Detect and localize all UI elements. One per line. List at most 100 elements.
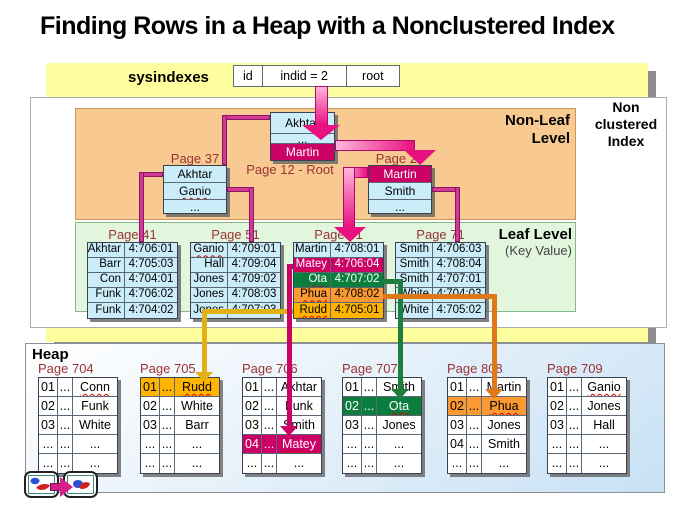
table-cell: 04 xyxy=(243,435,262,453)
table-row: ......... xyxy=(141,454,219,473)
table-cell: ... xyxy=(58,416,73,434)
table-cell: ... xyxy=(39,435,58,453)
table-cell: 4:706:01 xyxy=(128,243,174,256)
table-cell: ... xyxy=(567,378,582,396)
table-cell: ... xyxy=(141,454,160,473)
table-cell: Martin xyxy=(383,167,417,181)
table-row: Funk 4:704:02 xyxy=(88,303,177,318)
table-cell: Jones xyxy=(487,417,521,432)
connector-page28-to-page71-v xyxy=(455,187,460,242)
table-cell: 4:704:02 xyxy=(128,303,174,316)
table-cell: 03 xyxy=(548,416,567,434)
table-cell: Conn xyxy=(80,379,110,394)
table-cell: ... xyxy=(191,436,203,451)
pointer-ota-to-page707-h xyxy=(383,279,403,284)
table-cell: Martin xyxy=(294,243,331,257)
non-leaf-level-label: Non-Leaf Level xyxy=(505,112,570,147)
heap-page-706-table: 01... Akhtar 02... Funk 03... Smith 04... Matey… xyxy=(242,377,322,474)
table-cell: ... xyxy=(394,200,405,213)
table-cell: 4:708:03 xyxy=(231,288,277,301)
table-row: 02... Funk xyxy=(243,397,321,416)
table-cell: ... xyxy=(58,454,73,473)
table-cell: ... xyxy=(467,454,482,473)
table-cell: 4:707:02 xyxy=(334,273,380,286)
leaf-page-71-table: Smith 4:706:03 Smith 4:708:04 Smith 4:707:01 W… xyxy=(395,242,486,319)
table-row: 03... White xyxy=(39,416,117,435)
leaf-page-51-table: Ganio 4:709:01 Hall 4:709:04 Jones 4:709:02 Jo… xyxy=(190,242,281,319)
table-cell: 4:709:01 xyxy=(231,243,277,256)
table-cell: 01 xyxy=(39,378,58,396)
table-cell: 03 xyxy=(39,416,58,434)
arrow-sysindexes-to-root-head xyxy=(302,125,340,140)
table-cell: ... xyxy=(160,378,175,396)
table-cell: ... xyxy=(498,456,510,471)
table-cell: ... xyxy=(262,378,277,396)
leaf-page-41-table: Akhtar 4:706:01 Barr 4:705:03 Con 4:704:01 Fun… xyxy=(87,242,178,319)
table-row: Martin xyxy=(271,144,334,160)
table-cell: 02 xyxy=(448,397,467,415)
table-cell: ... xyxy=(567,454,582,473)
table-row: ......... xyxy=(243,454,321,473)
table-cell: Funk xyxy=(81,398,109,413)
table-cell: ... xyxy=(362,397,377,415)
table-cell: ... xyxy=(343,454,362,473)
table-cell: Con xyxy=(88,273,125,287)
connector-page37-to-page41-v xyxy=(139,172,144,242)
heap-page-704-table: 01... Conn 02... Funk 03... White............… xyxy=(38,377,118,474)
animation-step-button-2[interactable] xyxy=(63,471,98,498)
arrow-page28-to-page61-band-v xyxy=(343,167,355,228)
table-cell: Smith xyxy=(396,273,433,287)
pointer-matey-to-page706-head xyxy=(280,426,298,436)
table-cell: Matey xyxy=(294,258,331,272)
table-row: ......... xyxy=(548,454,626,473)
heap-page-704-label: Page 704 xyxy=(38,361,94,376)
pointer-phua-to-page808-head xyxy=(485,389,503,399)
table-cell: Rudd xyxy=(294,303,331,318)
table-row: Smith 4:707:01 xyxy=(396,273,485,288)
page-28-table: Martin Smith... xyxy=(368,165,432,214)
heap-page-705-table: 01... Rudd 02... White 03... Barr............… xyxy=(140,377,220,474)
pointer-rudd-to-page705-head xyxy=(195,372,213,382)
table-cell: Matey xyxy=(281,436,317,451)
leaf-level-label: Leaf Level xyxy=(498,226,572,243)
table-row: ......... xyxy=(448,454,526,473)
table-cell: 03 xyxy=(141,416,160,434)
table-cell: Jones xyxy=(191,288,228,302)
table-cell: ... xyxy=(262,435,277,453)
table-row: White 4:705:02 xyxy=(396,303,485,318)
table-row: Martin 4:708:01 xyxy=(294,243,383,258)
animation-forward-arrow-icon xyxy=(60,477,73,497)
pointer-phua-to-page808-h xyxy=(383,294,497,299)
heap-page-709-label: Page 709 xyxy=(547,361,603,376)
pointer-matey-to-page706-v xyxy=(287,264,292,426)
table-row: 02... Phua xyxy=(448,397,526,416)
heap-page-707-table: 01...Smith02... Ota 03... Jones............… xyxy=(342,377,422,474)
table-row: 03... Jones xyxy=(448,416,526,435)
table-cell: ... xyxy=(262,416,277,434)
table-cell: Akhtar xyxy=(177,167,213,181)
table-cell: ... xyxy=(89,436,101,451)
table-row: Rudd 4:705:01 xyxy=(294,303,383,318)
table-cell: Ganio xyxy=(191,243,228,257)
table-row: 02... Funk xyxy=(39,397,117,416)
table-row: Akhtar 4:706:01 xyxy=(88,243,177,258)
table-cell: ... xyxy=(189,200,200,213)
leaf-page-51-label: Page 51 xyxy=(211,227,260,242)
table-cell: ... xyxy=(160,416,175,434)
heap-page-705-label: Page 705 xyxy=(140,361,196,376)
table-cell: ... xyxy=(448,454,467,473)
table-cell: Ota xyxy=(294,273,331,287)
table-cell: 4:706:02 xyxy=(128,288,174,301)
table-cell: ... xyxy=(598,456,610,471)
table-cell: White xyxy=(396,303,433,318)
table-cell: 03 xyxy=(343,416,362,434)
table-row: 01... Akhtar xyxy=(243,378,321,397)
table-cell: Funk xyxy=(88,288,125,302)
table-cell: 4:705:03 xyxy=(128,258,174,271)
table-cell: 4:709:02 xyxy=(231,273,277,286)
table-row: Jones 4:708:03 xyxy=(191,288,280,303)
table-cell: Phua xyxy=(489,398,519,413)
table-cell: 01 xyxy=(548,378,567,396)
heap-page-709-table: 01... Ganio 02... Jones 03... Hall...........… xyxy=(547,377,627,474)
table-cell: ... xyxy=(243,454,262,473)
